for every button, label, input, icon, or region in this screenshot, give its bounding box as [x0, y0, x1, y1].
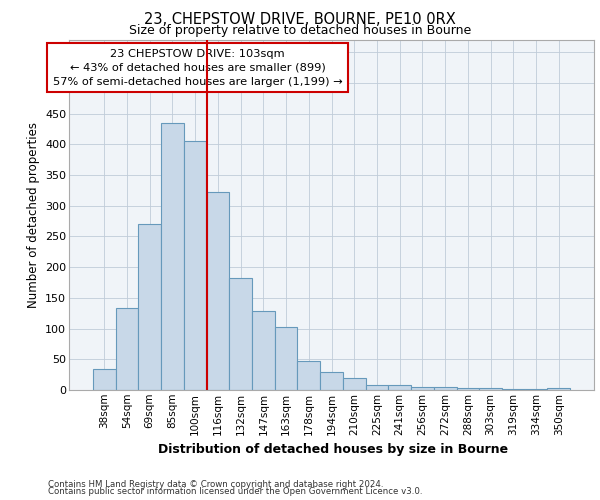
Bar — [116, 308, 139, 390]
Bar — [365, 385, 388, 390]
Bar — [206, 192, 229, 390]
Bar — [252, 312, 275, 390]
Bar — [93, 368, 116, 390]
Bar — [298, 361, 320, 390]
Bar — [479, 388, 502, 390]
Bar — [411, 387, 434, 390]
Bar — [139, 224, 161, 390]
Text: Size of property relative to detached houses in Bourne: Size of property relative to detached ho… — [129, 24, 471, 37]
Text: Contains HM Land Registry data © Crown copyright and database right 2024.: Contains HM Land Registry data © Crown c… — [48, 480, 383, 489]
Bar — [457, 388, 479, 390]
Bar — [229, 278, 252, 390]
Bar — [502, 389, 524, 390]
Bar — [547, 388, 570, 390]
Text: Contains public sector information licensed under the Open Government Licence v3: Contains public sector information licen… — [48, 487, 422, 496]
Text: Distribution of detached houses by size in Bourne: Distribution of detached houses by size … — [158, 442, 508, 456]
Bar — [161, 123, 184, 390]
Bar — [275, 327, 298, 390]
Bar — [320, 372, 343, 390]
Bar — [184, 142, 206, 390]
Text: 23 CHEPSTOW DRIVE: 103sqm
← 43% of detached houses are smaller (899)
57% of semi: 23 CHEPSTOW DRIVE: 103sqm ← 43% of detac… — [53, 49, 343, 87]
Bar — [343, 378, 365, 390]
Bar — [524, 389, 547, 390]
Text: 23, CHEPSTOW DRIVE, BOURNE, PE10 0RX: 23, CHEPSTOW DRIVE, BOURNE, PE10 0RX — [144, 12, 456, 28]
Bar — [434, 387, 457, 390]
Y-axis label: Number of detached properties: Number of detached properties — [26, 122, 40, 308]
Bar — [388, 385, 411, 390]
